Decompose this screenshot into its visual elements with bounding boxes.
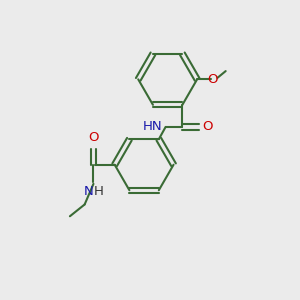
Text: O: O — [207, 73, 218, 86]
Text: O: O — [88, 131, 99, 144]
Text: O: O — [202, 120, 213, 134]
Text: H: H — [94, 185, 104, 198]
Text: N: N — [83, 185, 93, 198]
Text: HN: HN — [143, 120, 163, 134]
